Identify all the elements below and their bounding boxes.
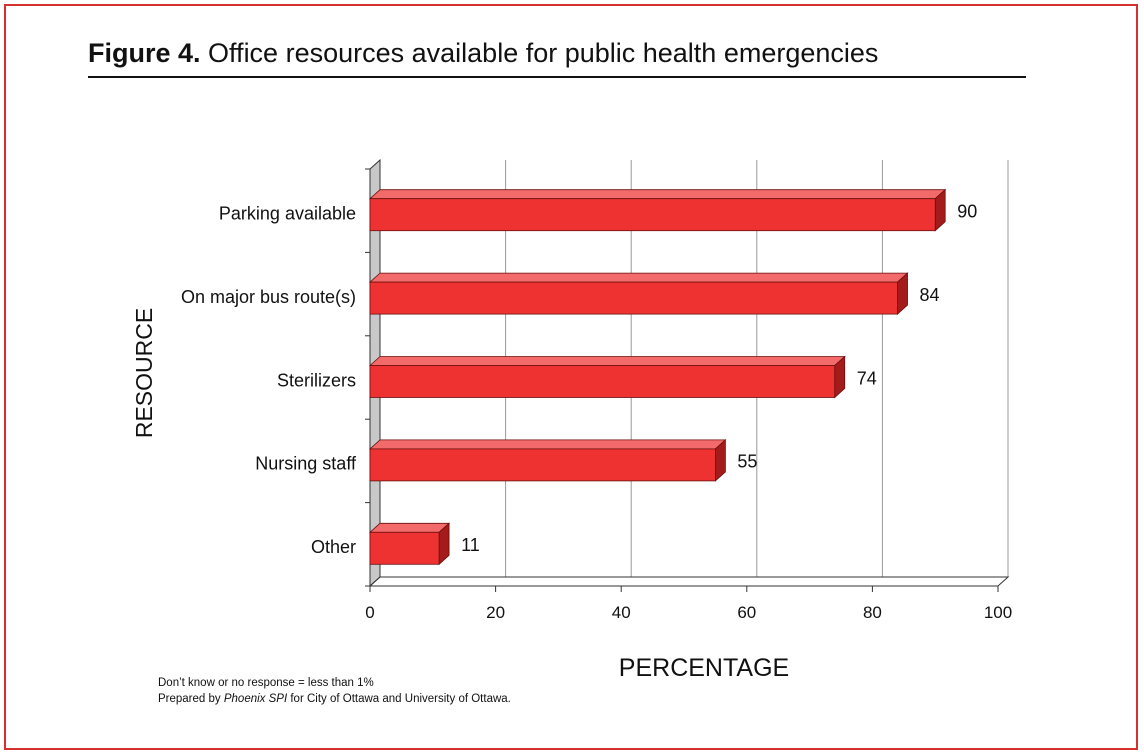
- data-label: 11: [461, 535, 480, 555]
- data-label: 74: [857, 368, 877, 388]
- category-label: On major bus route(s): [181, 287, 356, 307]
- category-label: Nursing staff: [255, 454, 357, 474]
- bar-top: [368, 272, 909, 283]
- y-axis-title: RESOURCE: [131, 308, 157, 438]
- figure-title-text: Office resources available for public he…: [208, 38, 879, 68]
- x-tick-label: 40: [612, 603, 631, 622]
- note-no-response: Don’t know or no response = less than 1%: [158, 677, 374, 689]
- data-label: 84: [920, 285, 940, 305]
- x-tick-label: 100: [984, 603, 1012, 622]
- bar: [369, 281, 898, 315]
- category-label: Parking available: [219, 203, 356, 223]
- x-tick-label: 0: [365, 603, 374, 622]
- chart-floor: [368, 576, 1010, 587]
- data-label: 55: [737, 452, 757, 472]
- data-label: 90: [957, 201, 977, 221]
- x-tick-label: 20: [486, 603, 505, 622]
- bar: [369, 365, 836, 398]
- note-source-prefix: Prepared by: [158, 693, 221, 705]
- bar: [369, 448, 716, 482]
- x-tick-label: 80: [863, 603, 882, 622]
- bar-top: [368, 439, 727, 450]
- bar-top: [368, 522, 451, 533]
- figure-title: Figure 4. Office resources available for…: [88, 38, 1028, 69]
- bar: [369, 198, 936, 232]
- category-label: Sterilizers: [277, 370, 356, 390]
- note-source-name: Phoenix SPI: [223, 693, 288, 705]
- x-axis-title: PERCENTAGE: [619, 654, 789, 682]
- bar-top: [368, 356, 846, 366]
- chart-notes: Don’t know or no response = less than 1%…: [158, 675, 511, 707]
- bar-top: [368, 189, 947, 200]
- category-label: Other: [311, 537, 356, 557]
- x-tick-label: 60: [737, 603, 756, 622]
- title-rule: [88, 76, 1026, 78]
- note-source: Prepared by Phoenix SPI for City of Otta…: [158, 691, 511, 707]
- note-source-suffix: for City of Ottawa and University of Ott…: [290, 693, 511, 705]
- bar: [369, 531, 440, 565]
- figure-label: Figure 4.: [88, 38, 201, 68]
